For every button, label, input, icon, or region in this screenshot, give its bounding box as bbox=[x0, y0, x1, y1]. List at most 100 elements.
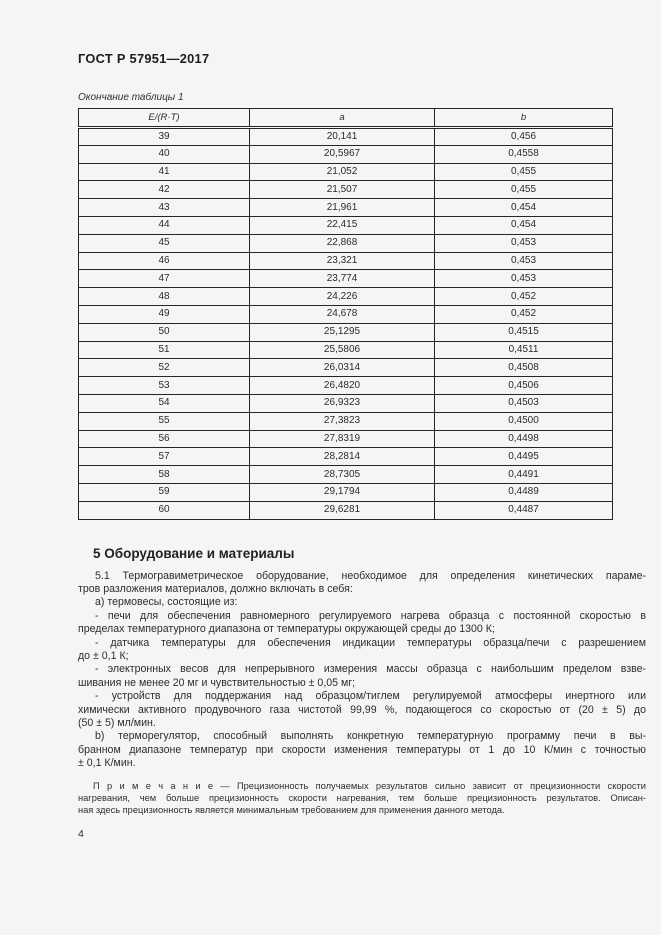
table-cell: 52 bbox=[78, 358, 250, 378]
table-cell: 23,774 bbox=[249, 269, 435, 289]
table-row: 45 22,868 0,453 bbox=[78, 233, 613, 253]
column-header-a: a bbox=[249, 108, 435, 129]
table-cell: 39 bbox=[78, 127, 250, 146]
paragraph: а) термовесы, состоящие из: bbox=[78, 596, 646, 609]
table-body: 39 20,141 0,456 40 20,5967 0,4558 41 21,052 0,45… bbox=[78, 127, 613, 520]
table-cell: 23,321 bbox=[249, 251, 435, 271]
table-row: 41 21,052 0,455 bbox=[78, 162, 613, 182]
table-cell: 21,052 bbox=[249, 162, 435, 182]
table-cell: 22,415 bbox=[249, 215, 435, 235]
table-row: 60 29,6281 0,4487 bbox=[78, 500, 613, 520]
table-cell: 0,455 bbox=[434, 180, 613, 200]
table-cell: 0,4506 bbox=[434, 376, 613, 395]
table-cell: 0,4489 bbox=[434, 482, 613, 502]
table-cell: 25,1295 bbox=[249, 322, 435, 342]
text-line: 5.1 Термогравиметрическое оборудование, … bbox=[95, 569, 646, 582]
column-header-e-rt: E/(R·T) bbox=[78, 108, 250, 129]
text-line: бранном диапазоне температур при скорост… bbox=[78, 743, 646, 756]
table-cell: 43 bbox=[78, 198, 250, 217]
table-row: 43 21,961 0,454 bbox=[78, 198, 613, 217]
table-row: 46 23,321 0,453 bbox=[78, 251, 613, 271]
section-body: 5.1 Термогравиметрическое оборудование, … bbox=[78, 570, 646, 771]
table-cell: 50 bbox=[78, 322, 250, 342]
table-cell: 25,5806 bbox=[249, 340, 435, 360]
table-cell: 24,226 bbox=[249, 287, 435, 306]
text-line: - электронных весов для непрерывного изм… bbox=[95, 663, 646, 676]
table-cell: 55 bbox=[78, 411, 250, 431]
table-row: 52 26,0314 0,4508 bbox=[78, 358, 613, 378]
paragraph: - печи для обеспечения равномерного регу… bbox=[78, 610, 646, 637]
table-cell: 46 bbox=[78, 251, 250, 271]
table-row: 54 26,9323 0,4503 bbox=[78, 393, 613, 413]
text-line: шивания не менее 20 мг и чувствительност… bbox=[78, 676, 356, 689]
table-row: 58 28,7305 0,4491 bbox=[78, 465, 613, 484]
table-cell: 45 bbox=[78, 233, 250, 253]
paragraph: - датчика температуры для обеспечения ин… bbox=[78, 637, 646, 664]
table-cell: 0,456 bbox=[434, 127, 613, 146]
table-cell: 40 bbox=[78, 144, 250, 164]
table-cell: 29,1794 bbox=[249, 482, 435, 502]
table-cell: 54 bbox=[78, 393, 250, 413]
document-page: ГОСТ Р 57951—2017 Окончание таблицы 1 E/… bbox=[78, 51, 646, 840]
table-cell: 26,9323 bbox=[249, 393, 435, 413]
table-cell: 56 bbox=[78, 429, 250, 449]
text-line: - печи для обеспечения равномерного регу… bbox=[95, 609, 646, 622]
table-header-row: E/(R·T) a b bbox=[78, 108, 613, 129]
data-table: E/(R·T) a b 39 20,141 0,456 40 20,5967 0,4558… bbox=[78, 108, 613, 520]
table-cell: 20,141 bbox=[249, 127, 435, 146]
table-cell: 49 bbox=[78, 304, 250, 324]
table-cell: 0,4511 bbox=[434, 340, 613, 360]
paragraph: b) терморегулятор, способный выполнять к… bbox=[78, 730, 646, 770]
table-cell: 0,4487 bbox=[434, 500, 613, 520]
table-cell: 0,452 bbox=[434, 304, 613, 324]
table-cell: 28,2814 bbox=[249, 447, 435, 467]
text-line: П р и м е ч а н и е — Прецизионность пол… bbox=[93, 780, 646, 791]
table-row: 47 23,774 0,453 bbox=[78, 269, 613, 289]
text-line: нагревания, чем больше прецизионность ск… bbox=[78, 792, 646, 803]
table-cell: 59 bbox=[78, 482, 250, 502]
page-number: 4 bbox=[78, 827, 84, 840]
table-row: 48 24,226 0,452 bbox=[78, 287, 613, 306]
text-line: химически активного продувочного газа чи… bbox=[78, 703, 646, 716]
table-row: 49 24,678 0,452 bbox=[78, 304, 613, 324]
note: П р и м е ч а н и е — Прецизионность пол… bbox=[78, 780, 646, 817]
table-cell: 27,8319 bbox=[249, 429, 435, 449]
table-cell: 0,4515 bbox=[434, 322, 613, 342]
table-cell: 0,455 bbox=[434, 162, 613, 182]
section-heading: 5 Оборудование и материалы bbox=[93, 545, 295, 561]
table-cell: 24,678 bbox=[249, 304, 435, 324]
table-cell: 58 bbox=[78, 465, 250, 484]
column-header-b: b bbox=[434, 108, 613, 129]
text-line: до ± 0,1 К; bbox=[78, 649, 129, 662]
table-cell: 26,0314 bbox=[249, 358, 435, 378]
table-cell: 0,453 bbox=[434, 251, 613, 271]
table-cell: 0,454 bbox=[434, 198, 613, 217]
text-line: - устройств для поддержания над образцом… bbox=[95, 690, 646, 703]
text-line: пределах температурного диапазона от тем… bbox=[78, 623, 495, 636]
table-cell: 0,453 bbox=[434, 269, 613, 289]
table-cell: 27,3823 bbox=[249, 411, 435, 431]
table-cell: 0,4491 bbox=[434, 465, 613, 484]
table-cell: 21,507 bbox=[249, 180, 435, 200]
text-line: ± 0,1 К/мин. bbox=[78, 757, 136, 770]
table-cell: 47 bbox=[78, 269, 250, 289]
text-line: b) терморегулятор, способный выполнять к… bbox=[95, 730, 646, 743]
table-cell: 0,452 bbox=[434, 287, 613, 306]
table-cell: 57 bbox=[78, 447, 250, 467]
table-cell: 44 bbox=[78, 215, 250, 235]
table-cell: 0,4495 bbox=[434, 447, 613, 467]
table-cell: 21,961 bbox=[249, 198, 435, 217]
table-cell: 20,5967 bbox=[249, 144, 435, 164]
table-cell: 0,453 bbox=[434, 233, 613, 253]
doc-number: ГОСТ Р 57951—2017 bbox=[78, 51, 210, 66]
text-line: (50 ± 5) мл/мин. bbox=[78, 717, 156, 729]
table-cell: 0,4508 bbox=[434, 358, 613, 378]
table-row: 44 22,415 0,454 bbox=[78, 215, 613, 235]
table-row: 59 29,1794 0,4489 bbox=[78, 482, 613, 502]
table-row: 50 25,1295 0,4515 bbox=[78, 322, 613, 342]
table-row: 39 20,141 0,456 bbox=[78, 127, 613, 146]
table-cell: 0,4558 bbox=[434, 144, 613, 164]
table-row: 51 25,5806 0,4511 bbox=[78, 340, 613, 360]
table-cell: 0,4500 bbox=[434, 411, 613, 431]
table-cell: 0,454 bbox=[434, 215, 613, 235]
